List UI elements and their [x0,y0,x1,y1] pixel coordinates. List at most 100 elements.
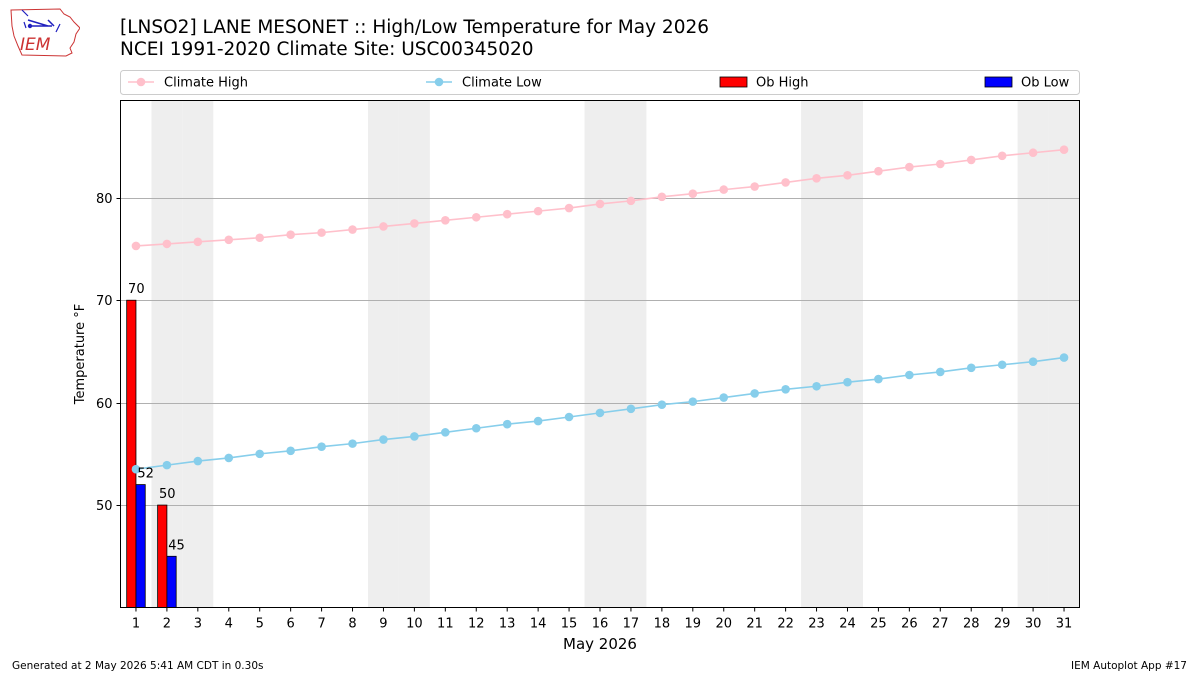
climate-high-point [688,189,698,199]
x-tick-label: 21 [746,617,763,632]
climate-low-point [564,412,574,422]
legend-climate-low-label: Climate Low [462,76,542,91]
ob-low-bar [135,484,146,608]
climate-low-point [843,377,852,387]
climate-high-point [162,239,172,249]
legend-ob-low-swatch [984,76,1013,88]
climate-high-point [193,237,203,247]
climate-high-point [255,233,265,243]
weekend-band [367,100,399,608]
climate-low-point [935,367,945,377]
legend-climate-high-marker-swatch [136,77,146,87]
climate-low-point [688,397,698,406]
legend-frame [120,70,1080,95]
x-tick-label: 8 [348,617,356,632]
climate-high-point [595,199,605,209]
climate-high-point [750,182,759,191]
chart-subtitle: NCEI 1991-2020 Climate Site: USC00345020 [120,39,534,60]
climate-low-point [471,423,481,433]
climate-high-point [286,230,295,239]
climate-low-point [348,439,357,448]
climate-low-point [193,456,203,466]
x-tick-label: 14 [530,617,547,632]
x-tick-label: 20 [715,617,732,632]
x-tick-label: 22 [777,617,794,632]
climate-high-point [471,212,481,222]
climate-high-point [224,235,234,245]
weekend-band [182,100,214,608]
climate-low-point [1059,353,1069,362]
climate-high-point [441,216,450,225]
x-tick-label: 15 [561,617,578,632]
climate-high-point [379,222,388,231]
weekend-band [398,100,430,608]
climate-high-point [966,155,976,165]
climate-high-point [935,159,945,169]
climate-low-point [379,435,388,444]
x-tick-label: 26 [901,617,918,632]
weekend-band [801,100,833,608]
weekend-band [584,100,616,608]
climate-low-point [750,389,759,398]
climate-high-point [131,241,141,251]
climate-low-point [966,363,976,373]
climate-low-point [874,374,883,384]
climate-high-point [781,178,790,187]
climate-high-point [564,203,574,213]
climate-high-point [626,196,636,206]
climate-high-point [719,185,729,194]
y-axis-label: Temperature °F [73,304,88,405]
climate-high-point [657,192,667,202]
ob-high-value-label: 50 [159,487,176,502]
x-tick-label: 18 [654,617,671,632]
x-tick-label: 11 [437,617,454,632]
climate-lines [131,145,1069,474]
x-axis-label: May 2026 [563,635,637,653]
iem-logo: IEM [8,6,81,62]
climate-high-point [1028,148,1038,158]
legend-climate-high-label: Climate High [164,76,248,91]
ob-high-bar [157,504,168,608]
x-tick-label: 12 [468,617,485,632]
climate-low-point [533,416,543,426]
ob-high-value-label: 70 [128,282,145,297]
climate-low-point [502,419,512,429]
autoplot-app-id: IEM Autoplot App #17 [1071,660,1187,672]
bar-value-labels: 70 50 52 45 [128,282,185,553]
ob-low-value-label: 45 [168,538,185,553]
climate-high-point [317,228,326,237]
legend-ob-low-label: Ob Low [1021,76,1070,91]
x-tick-label: 10 [406,617,423,632]
x-tick-label: 4 [225,617,233,632]
y-axis: 50 60 70 80 [96,192,121,514]
climate-high-point [1059,145,1069,154]
x-tick-label: 23 [808,617,825,632]
climate-low-point [905,370,914,380]
weekend-band [615,100,647,608]
y-tick-label: 50 [96,499,113,514]
legend-ob-high-label: Ob High [756,76,809,91]
climate-low-point [224,453,234,463]
x-tick-label: 3 [194,617,202,632]
climate-low-point [1028,357,1038,366]
climate-low-point [626,404,636,414]
climate-high-point [843,170,852,180]
x-tick-label: 19 [685,617,702,632]
weekend-band [832,100,863,608]
x-tick-label: 30 [1025,617,1042,632]
weekend-bands [151,100,1080,608]
ob-low-bar [166,555,177,608]
legend: Climate High Climate Low Ob High Ob Low [120,70,1080,95]
climate-low-point [719,393,729,402]
legend-climate-low-marker-swatch [434,77,444,87]
climate-low-point [781,385,790,394]
iem-logo-text: IEM [20,35,51,55]
ob-low-value-label: 52 [137,467,154,482]
x-tick-label: 5 [256,617,264,632]
climate-low-point [286,446,295,456]
x-tick-label: 2 [163,617,171,632]
y-tick-label: 70 [96,294,113,309]
x-tick-label: 31 [1056,617,1073,632]
x-tick-label: 1 [132,617,140,632]
